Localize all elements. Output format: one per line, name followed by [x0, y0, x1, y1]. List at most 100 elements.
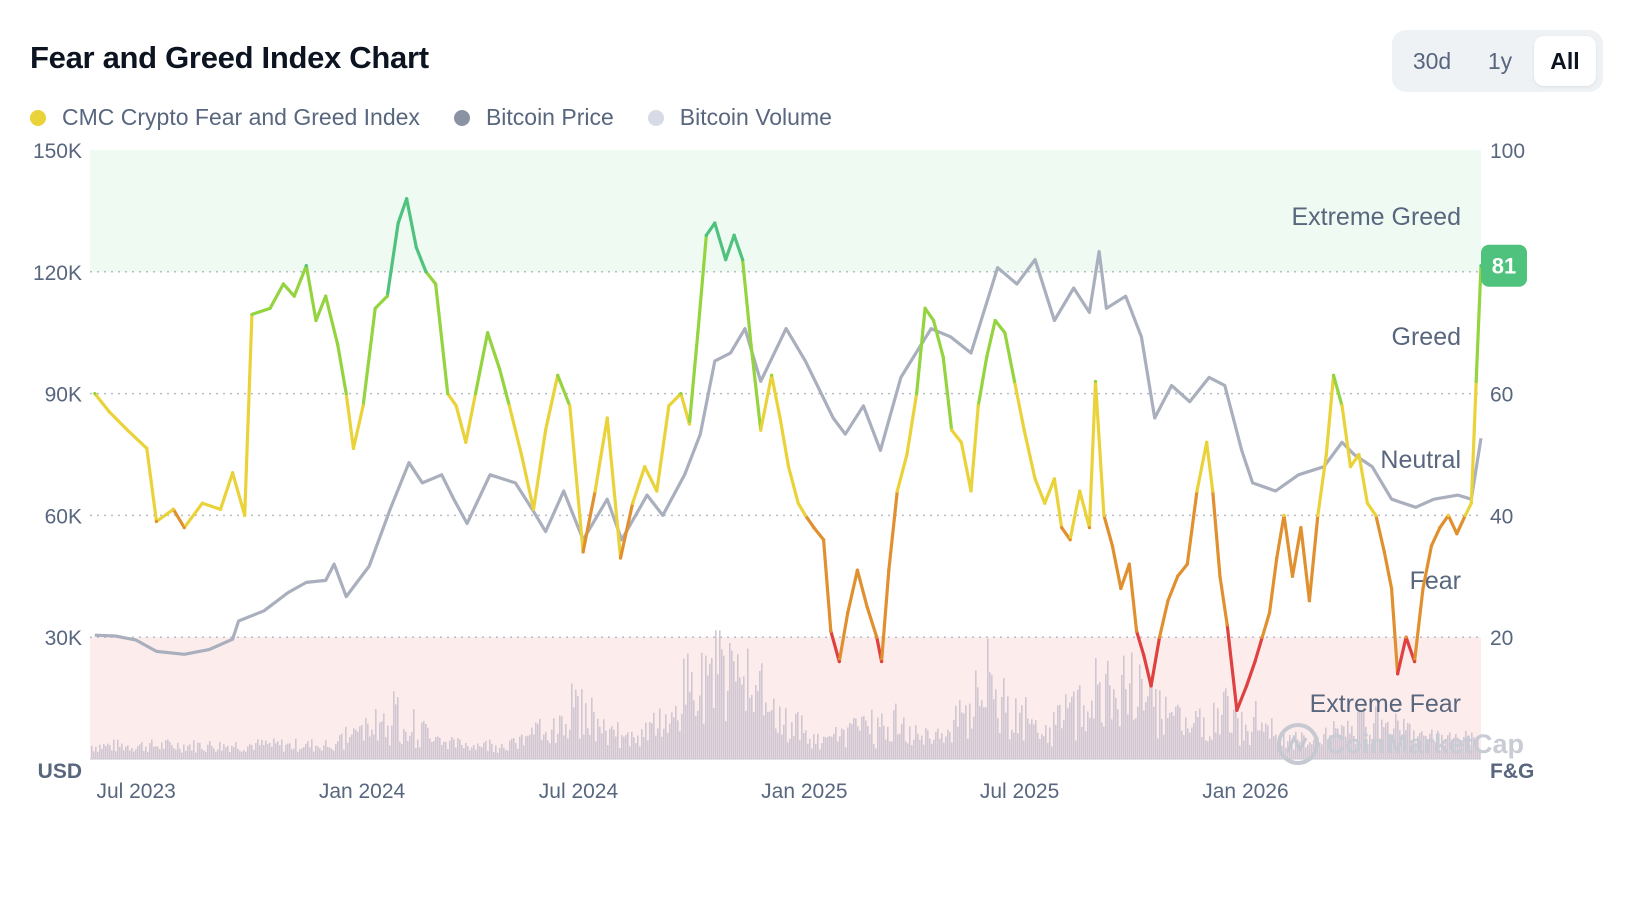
legend-item-bitcoin-volume[interactable]: Bitcoin Volume — [647, 104, 832, 131]
fear-greed-point — [887, 568, 891, 572]
volume-bar — [281, 739, 283, 759]
volume-bar — [259, 745, 261, 759]
fear-greed-point — [837, 659, 841, 664]
fear-greed-point — [473, 392, 478, 396]
fear-greed-point — [704, 233, 708, 237]
volume-bar — [267, 743, 269, 759]
volume-bar — [117, 739, 119, 759]
volume-bar — [1183, 735, 1185, 759]
fear-greed-point — [396, 221, 400, 225]
fear-greed-point — [424, 270, 428, 274]
volume-bar — [1409, 723, 1411, 759]
volume-bar — [1235, 706, 1237, 759]
fear-greed-point — [985, 355, 989, 359]
fear-greed-segment — [424, 270, 438, 286]
volume-bar — [1391, 736, 1393, 759]
volume-bar — [1045, 724, 1047, 759]
volume-bar — [503, 747, 505, 759]
volume-bar — [989, 672, 991, 759]
volume-bar — [91, 746, 93, 759]
legend-dot-bitcoin-price — [453, 109, 470, 126]
volume-bar — [747, 648, 749, 759]
volume-bar — [501, 744, 503, 759]
fear-greed-point — [544, 428, 548, 432]
fear-greed-segment — [1078, 489, 1092, 530]
fear-greed-point — [803, 513, 808, 518]
fear-greed-point — [1087, 525, 1092, 530]
volume-bar — [457, 738, 459, 759]
volume-bar — [1073, 691, 1075, 759]
legend-item-bitcoin-price[interactable]: Bitcoin Price — [453, 104, 614, 131]
fear-greed-segment — [304, 264, 318, 323]
fear-greed-point — [1438, 525, 1442, 530]
fear-greed-segment — [905, 392, 919, 457]
x-axis-tick: Jul 2025 — [980, 780, 1059, 803]
volume-bar — [295, 738, 297, 759]
volume-bar — [813, 734, 815, 759]
fear-greed-segment — [464, 392, 478, 444]
volume-bar — [1201, 737, 1203, 759]
watermark-text: CoinMarketCap — [1326, 729, 1524, 759]
volume-bar — [341, 733, 343, 759]
volume-bar — [439, 737, 441, 759]
volume-bar — [1211, 739, 1213, 759]
fear-greed-point — [1404, 635, 1408, 639]
volume-bar — [1399, 730, 1401, 759]
volume-bar — [999, 733, 1001, 759]
volume-bar — [975, 670, 977, 759]
volume-bar — [1311, 744, 1313, 759]
volume-bar — [125, 746, 127, 759]
legend-item-fear-greed[interactable]: CMC Crypto Fear and Greed Index — [30, 104, 420, 131]
volume-bar — [483, 742, 485, 759]
volume-bar — [943, 742, 945, 759]
tab-1y[interactable]: 1y — [1487, 48, 1513, 74]
fear-greed-segment — [581, 489, 597, 554]
volume-bar — [347, 742, 349, 759]
fear-greed-segment — [1087, 379, 1098, 530]
volume-bar — [707, 675, 709, 759]
fear-greed-segment — [107, 410, 130, 432]
coinmarketcap-logo-mark — [1286, 734, 1308, 754]
fear-greed-segment — [373, 294, 389, 310]
volume-bar — [579, 738, 581, 759]
volume-bar — [405, 731, 407, 759]
volume-bar — [509, 740, 511, 759]
volume-bar — [95, 746, 97, 759]
left-axis-tick: 120K — [33, 262, 82, 285]
fear-greed-point — [1022, 428, 1026, 432]
volume-bar — [1377, 708, 1379, 759]
left-axis-tick: 90K — [45, 384, 82, 407]
volume-bar — [1005, 712, 1007, 759]
volume-bar — [563, 735, 565, 759]
volume-bar — [427, 727, 429, 759]
volume-bar — [189, 744, 191, 759]
volume-bar — [337, 741, 339, 759]
volume-bar — [573, 707, 575, 759]
fear-greed-point — [268, 306, 272, 310]
fear-greed-point — [895, 489, 899, 493]
volume-bar — [985, 707, 987, 759]
volume-bar — [489, 739, 491, 759]
volume-bar — [623, 736, 625, 759]
fear-greed-point — [993, 318, 997, 323]
tab-30d[interactable]: 30d — [1412, 48, 1452, 74]
volume-bar — [1185, 717, 1187, 759]
fear-greed-point — [531, 507, 536, 511]
fear-greed-segment — [498, 367, 511, 408]
volume-bar — [327, 746, 329, 759]
volume-bar — [271, 746, 273, 759]
volume-bar — [653, 712, 655, 759]
tab-all[interactable]: All — [1534, 36, 1596, 86]
volume-bar — [957, 726, 959, 759]
range-tabs: 30d 1y All — [1392, 30, 1603, 92]
volume-bar — [1107, 660, 1109, 759]
fear-greed-point — [1316, 513, 1320, 518]
volume-bar — [1313, 739, 1315, 759]
fear-greed-point — [796, 501, 800, 505]
volume-bar — [171, 745, 173, 759]
fear-greed-point — [304, 264, 308, 268]
volume-bar — [1335, 728, 1337, 759]
volume-bar — [1193, 722, 1195, 759]
volume-bar — [787, 742, 789, 759]
